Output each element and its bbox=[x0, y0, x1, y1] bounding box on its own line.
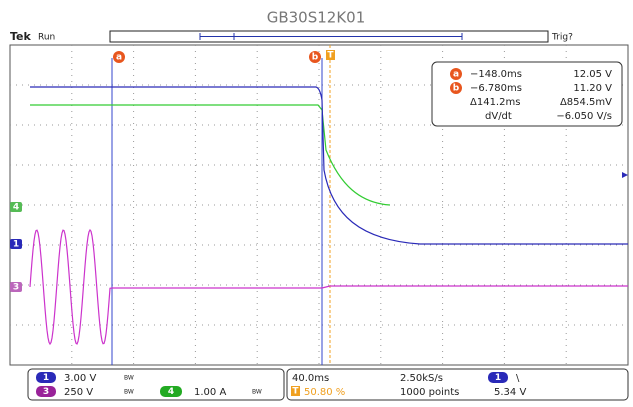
ch3-badge bbox=[36, 386, 56, 397]
trigger-channel-badge bbox=[488, 372, 508, 383]
channel-box bbox=[27, 368, 285, 401]
cursor-b-label: b bbox=[312, 53, 319, 63]
readout-b-time: −6.780ms bbox=[470, 83, 522, 94]
title: GB30S12K01 bbox=[267, 9, 366, 27]
ch1-number: 1 bbox=[43, 373, 49, 383]
run-state: Run bbox=[38, 33, 55, 43]
cursor-a-marker bbox=[113, 51, 125, 63]
ch4-scale: 1.00 A bbox=[194, 387, 226, 398]
trigger-slope: \ bbox=[516, 373, 520, 384]
record-length: 1000 points bbox=[400, 387, 459, 398]
ch3-scale: 250 V bbox=[64, 387, 93, 398]
trace-ch1 bbox=[30, 86, 628, 245]
ground-3-label: 3 bbox=[13, 283, 19, 293]
ground-1 bbox=[10, 239, 22, 249]
readout-delta-value: Δ854.5mV bbox=[560, 97, 612, 108]
readout-a-label: a bbox=[453, 70, 459, 80]
trace-ch3 bbox=[29, 228, 628, 346]
cursor-b-marker bbox=[309, 51, 321, 63]
ch1-badge bbox=[36, 372, 56, 383]
readout-b-label: b bbox=[453, 84, 460, 94]
trigger-state: Trig? bbox=[551, 33, 573, 43]
readout-b-value: 11.20 V bbox=[573, 83, 612, 94]
readout-a-marker bbox=[450, 68, 462, 80]
grid bbox=[10, 45, 628, 365]
ground-3 bbox=[10, 282, 22, 292]
ch4-number: 4 bbox=[168, 387, 174, 397]
readout-a-value: 12.05 V bbox=[573, 69, 612, 80]
readout-delta-time: Δ141.2ms bbox=[470, 97, 520, 108]
readout-box bbox=[431, 61, 623, 127]
trigger-channel: 1 bbox=[495, 373, 501, 383]
ground-4 bbox=[10, 202, 22, 212]
time-per-div: 40.0ms bbox=[292, 373, 329, 384]
trigger-position: 50.80 % bbox=[304, 387, 345, 398]
ground-1-label: 1 bbox=[13, 240, 19, 250]
trigger-level: 5.34 V bbox=[494, 387, 526, 398]
trace-ch4 bbox=[30, 104, 391, 206]
trigger-level-arrow bbox=[622, 172, 628, 178]
readout-a-time: −148.0ms bbox=[470, 69, 522, 80]
record-window bbox=[199, 33, 463, 40]
ch4-badge bbox=[160, 386, 182, 397]
readout-slope-value: −6.050 V/s bbox=[556, 111, 612, 122]
ch1-scale: 3.00 V bbox=[64, 373, 96, 384]
ch3-bw: BW bbox=[124, 389, 134, 396]
acquisition-box bbox=[286, 368, 629, 401]
trigger-position-marker: T bbox=[292, 387, 299, 397]
ch1-bw: BW bbox=[124, 375, 134, 382]
readout-slope-label: dV/dt bbox=[485, 111, 512, 122]
brand: Tek bbox=[10, 30, 32, 43]
ground-4-label: 4 bbox=[13, 203, 19, 213]
cursor-a-label: a bbox=[116, 53, 122, 63]
sample-rate: 2.50kS/s bbox=[400, 373, 443, 384]
trigger-marker-label: T bbox=[327, 51, 334, 61]
ch4-bw: BW bbox=[252, 389, 262, 396]
trigger-marker bbox=[326, 50, 335, 60]
ch3-number: 3 bbox=[43, 387, 49, 397]
readout-b-marker bbox=[450, 82, 462, 94]
trigger-position-badge bbox=[291, 386, 300, 396]
